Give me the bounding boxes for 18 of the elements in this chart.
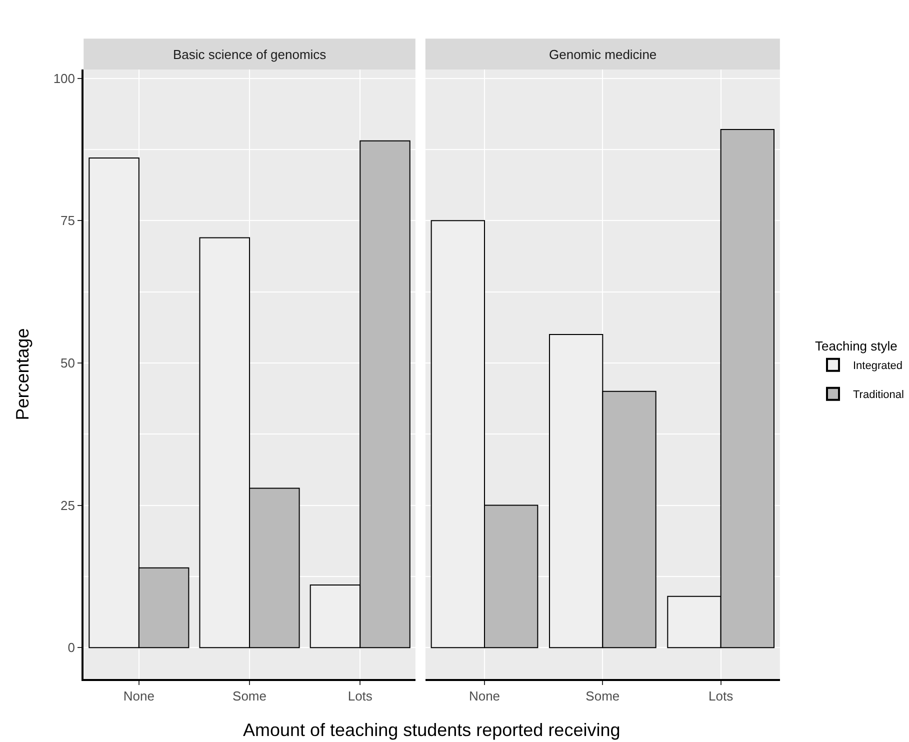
y-tick-label: 100 xyxy=(53,70,76,86)
x-tick-label: Some xyxy=(232,688,266,704)
x-tick-label: None xyxy=(468,688,500,704)
legend-label: Traditional xyxy=(853,389,904,402)
y-tick-label: 0 xyxy=(68,640,76,656)
chart-title: Basic science of genomics xyxy=(173,47,327,62)
x-tick-label: None xyxy=(123,688,154,704)
y-axis-title: Percentage xyxy=(12,328,33,420)
chart-title: Genomic medicine xyxy=(549,47,657,62)
x-tick-label: Lots xyxy=(348,688,373,704)
legend-title: Teaching style xyxy=(815,338,898,354)
x-axis-title: Amount of teaching students reported receiving xyxy=(243,720,620,740)
y-tick-label: 50 xyxy=(60,356,76,370)
legend-label: Integrated xyxy=(853,360,903,372)
y-tick-label: 25 xyxy=(60,498,76,513)
y-tick-label: 75 xyxy=(60,213,76,228)
x-tick-label: Some xyxy=(586,688,620,704)
x-tick-label: Lots xyxy=(708,688,734,704)
